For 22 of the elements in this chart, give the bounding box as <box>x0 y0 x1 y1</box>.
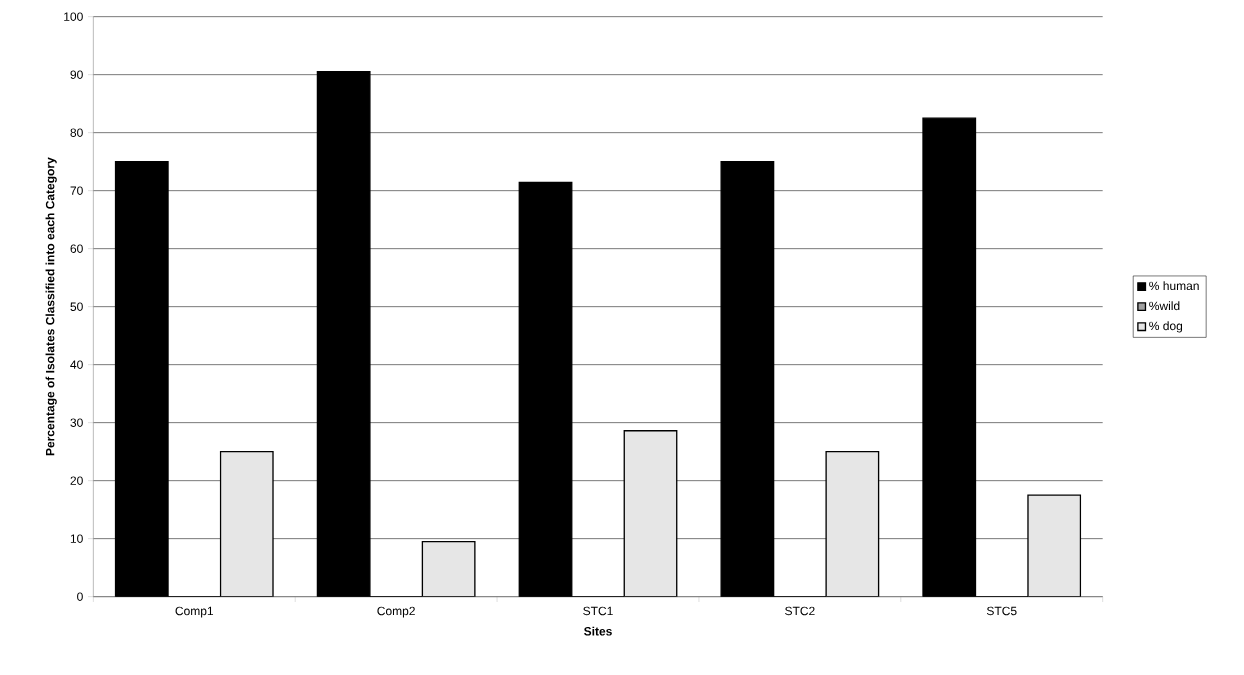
x-axis-title: Sites <box>584 626 612 636</box>
y-tick-label: 30 <box>70 418 83 428</box>
x-tick-label: Comp2 <box>377 606 415 618</box>
y-tick-label: 0 <box>77 592 83 602</box>
legend-label: % human <box>1149 281 1199 291</box>
y-tick-label: 70 <box>70 186 83 196</box>
y-tick-label: 90 <box>70 70 83 80</box>
x-tick-label: Comp1 <box>175 606 214 618</box>
y-tick-label: 100 <box>64 12 83 22</box>
y-axis-title: Percentage of Isolates Classified into each Category <box>45 157 57 456</box>
y-tick-label: 50 <box>70 302 83 312</box>
legend-label: % dog <box>1149 321 1183 333</box>
x-tick-label: STC2 <box>785 606 815 616</box>
legend-label: %wild <box>1149 301 1180 311</box>
y-tick-label: 20 <box>70 476 83 486</box>
x-tick-label: STC5 <box>986 606 1017 616</box>
bar <box>421 541 476 597</box>
y-tick-label: 10 <box>70 534 83 544</box>
y-tick-label: 80 <box>70 128 83 138</box>
y-tick-label: 60 <box>70 244 83 254</box>
x-tick-label: STC1 <box>583 606 613 616</box>
y-tick-label: 40 <box>70 360 83 370</box>
